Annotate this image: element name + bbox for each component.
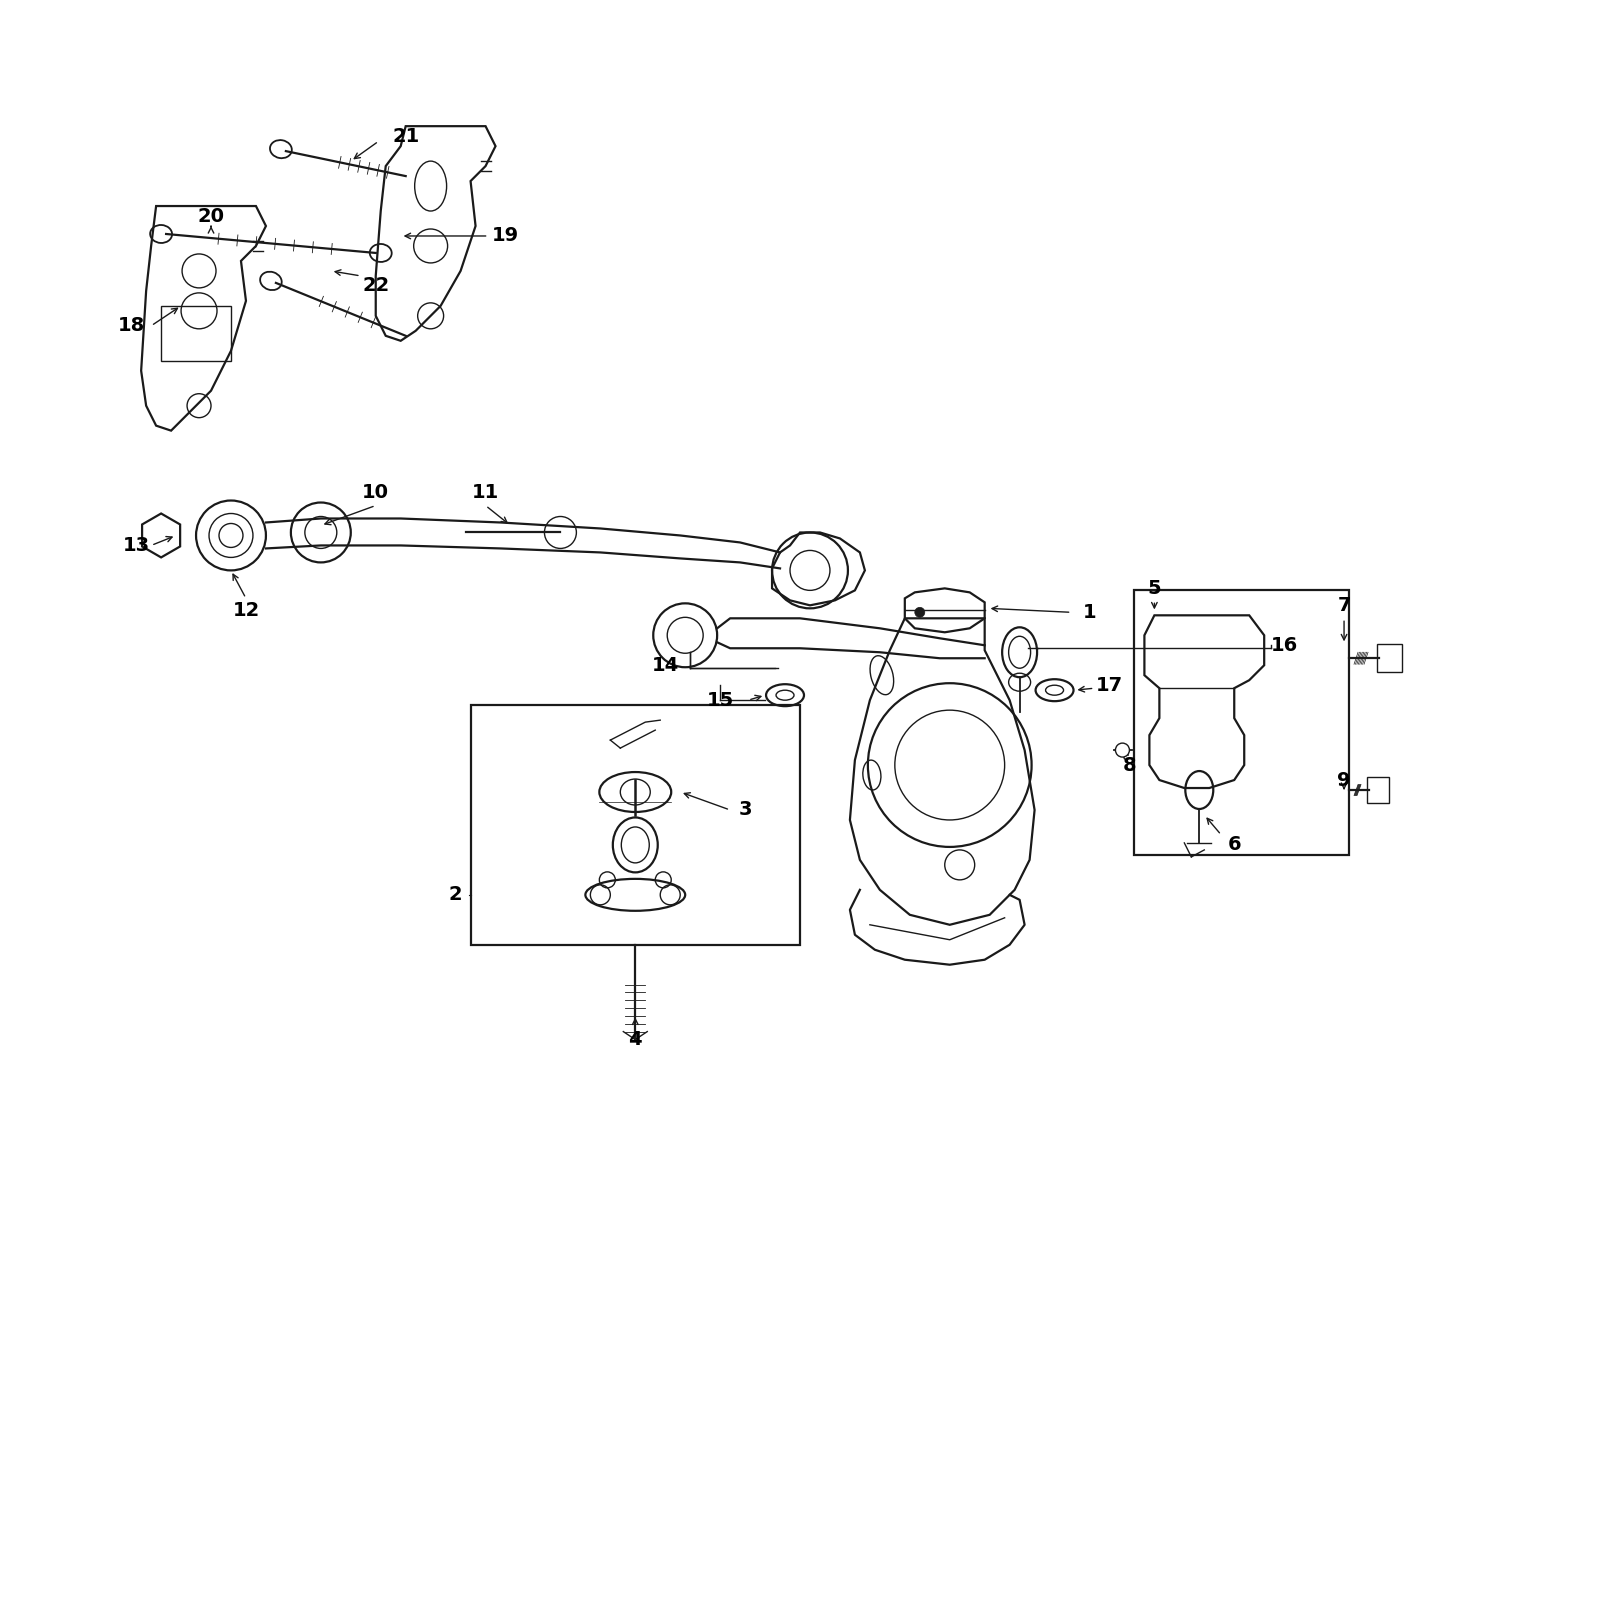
Text: 6: 6 [1227, 835, 1242, 854]
Text: 11: 11 [472, 483, 499, 502]
Text: 16: 16 [1270, 635, 1298, 654]
Text: 19: 19 [491, 227, 518, 245]
Text: 21: 21 [392, 126, 419, 146]
Text: 9: 9 [1338, 771, 1350, 789]
Text: 4: 4 [629, 1030, 642, 1050]
Circle shape [1115, 742, 1130, 757]
Text: 13: 13 [123, 536, 150, 555]
Text: 17: 17 [1096, 675, 1123, 694]
Text: 15: 15 [707, 691, 734, 710]
Bar [1378, 645, 1402, 672]
Bar [162, 306, 230, 360]
Text: 7: 7 [1338, 595, 1350, 614]
Text: 10: 10 [362, 483, 389, 502]
Circle shape [915, 608, 925, 618]
Text: 2: 2 [448, 885, 462, 904]
Text: 5: 5 [1147, 579, 1162, 598]
Text: 3: 3 [738, 800, 752, 819]
Text: 20: 20 [197, 206, 224, 226]
Text: 14: 14 [651, 656, 678, 675]
Text: 12: 12 [232, 602, 259, 619]
Bar [1366, 778, 1389, 803]
Text: 8: 8 [1123, 755, 1136, 774]
Text: 18: 18 [117, 317, 144, 336]
Bar [470, 706, 800, 944]
Text: 22: 22 [362, 277, 389, 296]
Bar [1134, 590, 1349, 854]
Text: 1: 1 [1083, 603, 1096, 622]
